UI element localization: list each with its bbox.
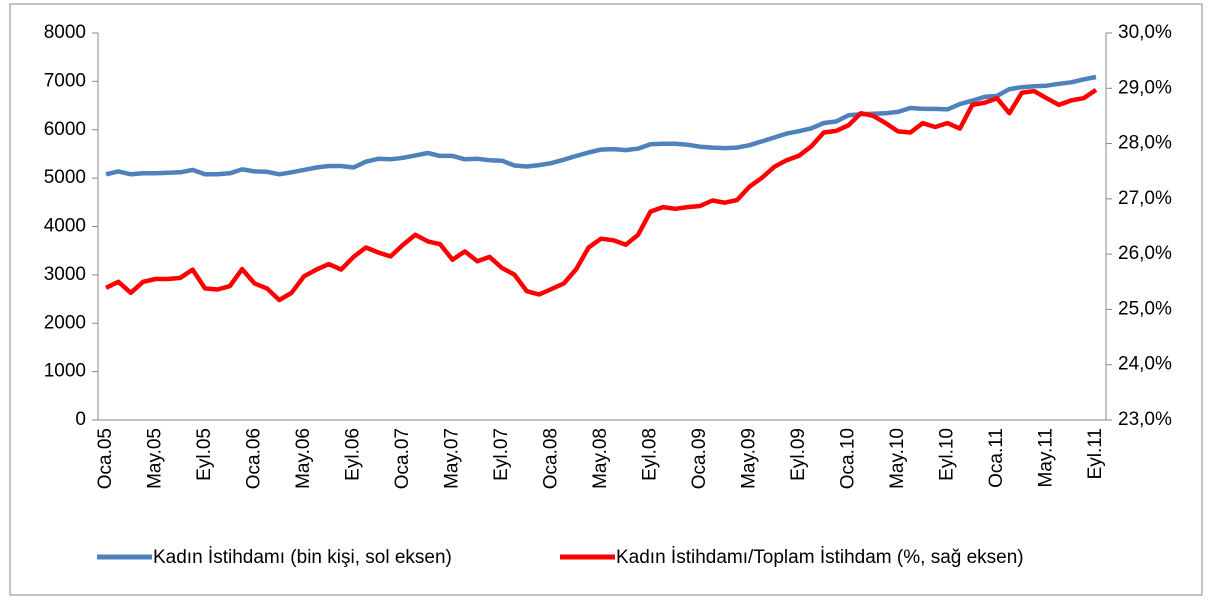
y-tick-label: 4000: [44, 216, 86, 237]
legend-label: Kadın İstihdamı/Toplam İstihdam (%, sağ …: [616, 547, 1024, 568]
x-tick-label: Eyl.07: [491, 428, 512, 481]
x-tick-label: Oca.10: [838, 428, 859, 489]
x-tick-label: Eyl.10: [937, 428, 958, 481]
x-tick-label: Eyl.06: [343, 428, 364, 481]
legend-label: Kadın İstihdamı (bin kişi, sol eksen): [153, 547, 452, 568]
y2-tick-label: 23,0%: [1118, 409, 1172, 430]
x-tick-label: Eyl.05: [194, 428, 215, 481]
y2-tick-label: 24,0%: [1118, 354, 1172, 375]
x-tick-label: Oca.05: [95, 428, 116, 489]
x-tick-label: Oca.07: [392, 428, 413, 489]
y2-tick-label: 30,0%: [1118, 22, 1172, 43]
x-tick-label: May.06: [293, 428, 314, 489]
y-tick-label: 2000: [44, 312, 86, 333]
y-tick-label: 3000: [44, 264, 86, 285]
series-line: [105, 88, 1098, 303]
x-tick-label: May.07: [442, 428, 463, 489]
y-tick-label: 1000: [44, 361, 86, 382]
x-tick-label: Oca.06: [244, 428, 265, 489]
x-tick-label: May.05: [145, 428, 166, 489]
y2-tick-label: 26,0%: [1118, 243, 1172, 264]
x-tick-label: Oca.11: [986, 428, 1007, 488]
x-tick-label: May.10: [887, 428, 908, 489]
y-tick-label: 7000: [44, 70, 86, 91]
x-tick-label: May.08: [590, 428, 611, 489]
x-tick-label: May.09: [739, 428, 760, 489]
y-tick-label: 6000: [44, 119, 86, 140]
x-tick-label: Oca.08: [541, 428, 562, 489]
y2-tick-label: 28,0%: [1118, 133, 1172, 154]
y-tick-label: 8000: [44, 22, 86, 43]
x-tick-label: Eyl.11: [1085, 428, 1106, 479]
x-tick-label: Eyl.08: [640, 428, 661, 481]
x-tick-label: Eyl.09: [788, 428, 809, 481]
y-tick-label: 5000: [44, 167, 86, 188]
x-tick-label: Oca.09: [689, 428, 710, 489]
series-line: [105, 74, 1097, 177]
y2-tick-label: 27,0%: [1118, 188, 1172, 209]
x-tick-label: May.11: [1036, 428, 1057, 488]
y2-tick-label: 25,0%: [1118, 298, 1172, 319]
y-tick-label: 0: [75, 409, 86, 430]
y2-tick-label: 29,0%: [1118, 77, 1172, 98]
